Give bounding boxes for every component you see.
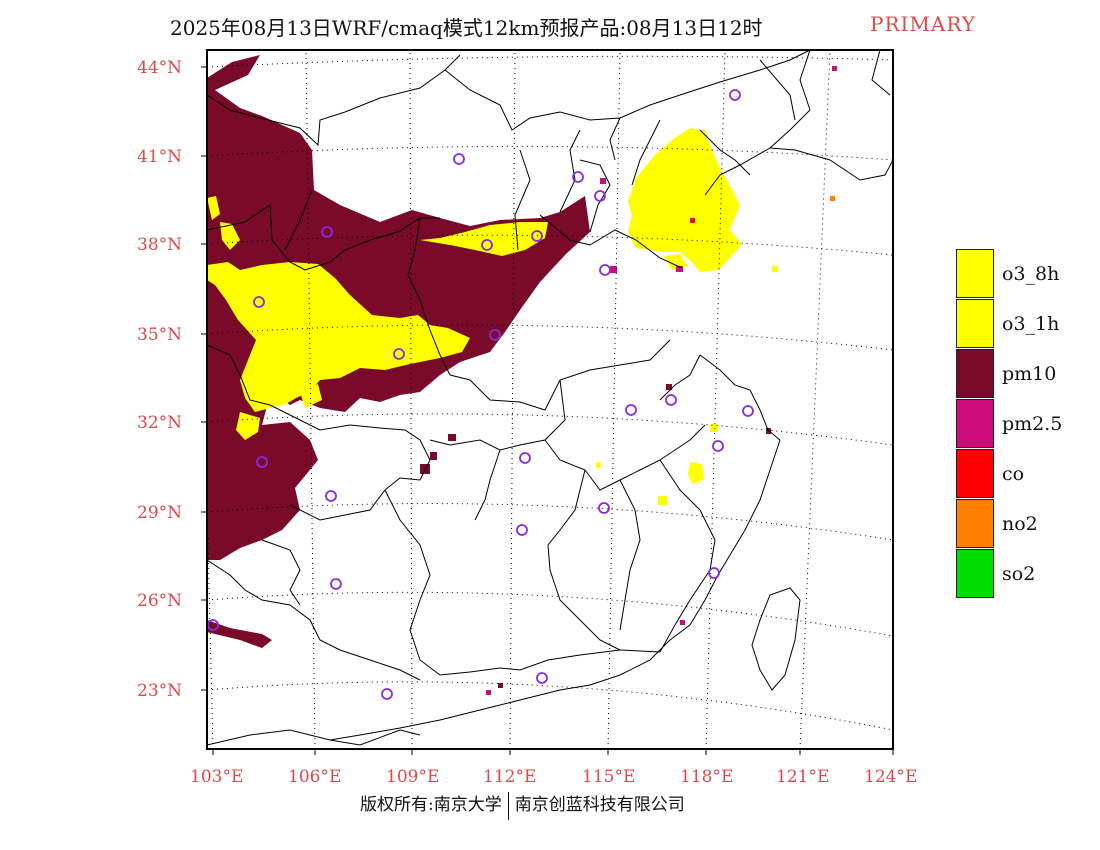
legend-swatch <box>956 399 994 448</box>
lon-label-115: 115°E <box>582 767 635 787</box>
map-frame <box>206 49 894 750</box>
lon-label-121: 121°E <box>776 767 829 787</box>
station-markers <box>207 89 754 700</box>
legend-label: no2 <box>1002 513 1038 535</box>
legend-swatch <box>956 499 994 548</box>
legend-label: pm10 <box>1002 363 1057 385</box>
footer-divider <box>507 791 509 820</box>
legend-swatch <box>956 299 994 348</box>
legend-label: o3_1h <box>1002 313 1060 335</box>
latitude-labels: 44°N 41°N 38°N 35°N 32°N 29°N 26°N 23°N <box>137 58 182 701</box>
lon-label-103: 103°E <box>190 767 243 787</box>
axis-ticks <box>201 66 894 755</box>
chart-title: 2025年08月13日WRF/cmaq模式12km预报产品:08月13日12时 … <box>0 12 1100 42</box>
no2-field <box>830 196 835 201</box>
lon-label-118: 118°E <box>680 767 733 787</box>
lat-label-38: 38°N <box>137 235 182 255</box>
lon-label-124: 124°E <box>864 767 917 787</box>
legend-swatch <box>956 549 994 598</box>
latitude-gridlines <box>207 55 893 731</box>
legend-swatch <box>956 249 994 298</box>
lon-label-112: 112°E <box>483 767 536 787</box>
lat-label-26: 26°N <box>137 591 182 611</box>
boundary-lines <box>207 50 893 746</box>
legend-swatch <box>956 449 994 498</box>
lat-label-32: 32°N <box>137 413 182 433</box>
title-tag: PRIMARY <box>870 12 976 36</box>
footer-left: 版权所有:南京大学 <box>360 795 502 815</box>
lat-label-44: 44°N <box>137 58 182 78</box>
lon-label-109: 109°E <box>386 767 439 787</box>
lat-label-35: 35°N <box>137 325 182 345</box>
lon-label-106: 106°E <box>288 767 341 787</box>
pm25-field <box>486 66 837 695</box>
legend-label: co <box>1002 463 1025 485</box>
title-text: 2025年08月13日WRF/cmaq模式12km预报产品:08月13日12时 <box>170 16 763 40</box>
lat-label-29: 29°N <box>137 503 182 523</box>
legend-swatch <box>956 349 994 398</box>
footer-right: 南京创蓝科技有限公司 <box>514 795 685 815</box>
legend-label: o3_8h <box>1002 263 1060 285</box>
legend-label: pm2.5 <box>1002 413 1063 435</box>
lat-label-41: 41°N <box>137 147 182 167</box>
lat-label-23: 23°N <box>137 681 182 701</box>
longitude-labels: 103°E 106°E 109°E 112°E 115°E 118°E 121°… <box>190 767 917 787</box>
co-field <box>690 218 695 223</box>
copyright-footer: 版权所有:南京大学 南京创蓝科技有限公司 <box>360 790 685 820</box>
legend-label: so2 <box>1002 563 1036 585</box>
